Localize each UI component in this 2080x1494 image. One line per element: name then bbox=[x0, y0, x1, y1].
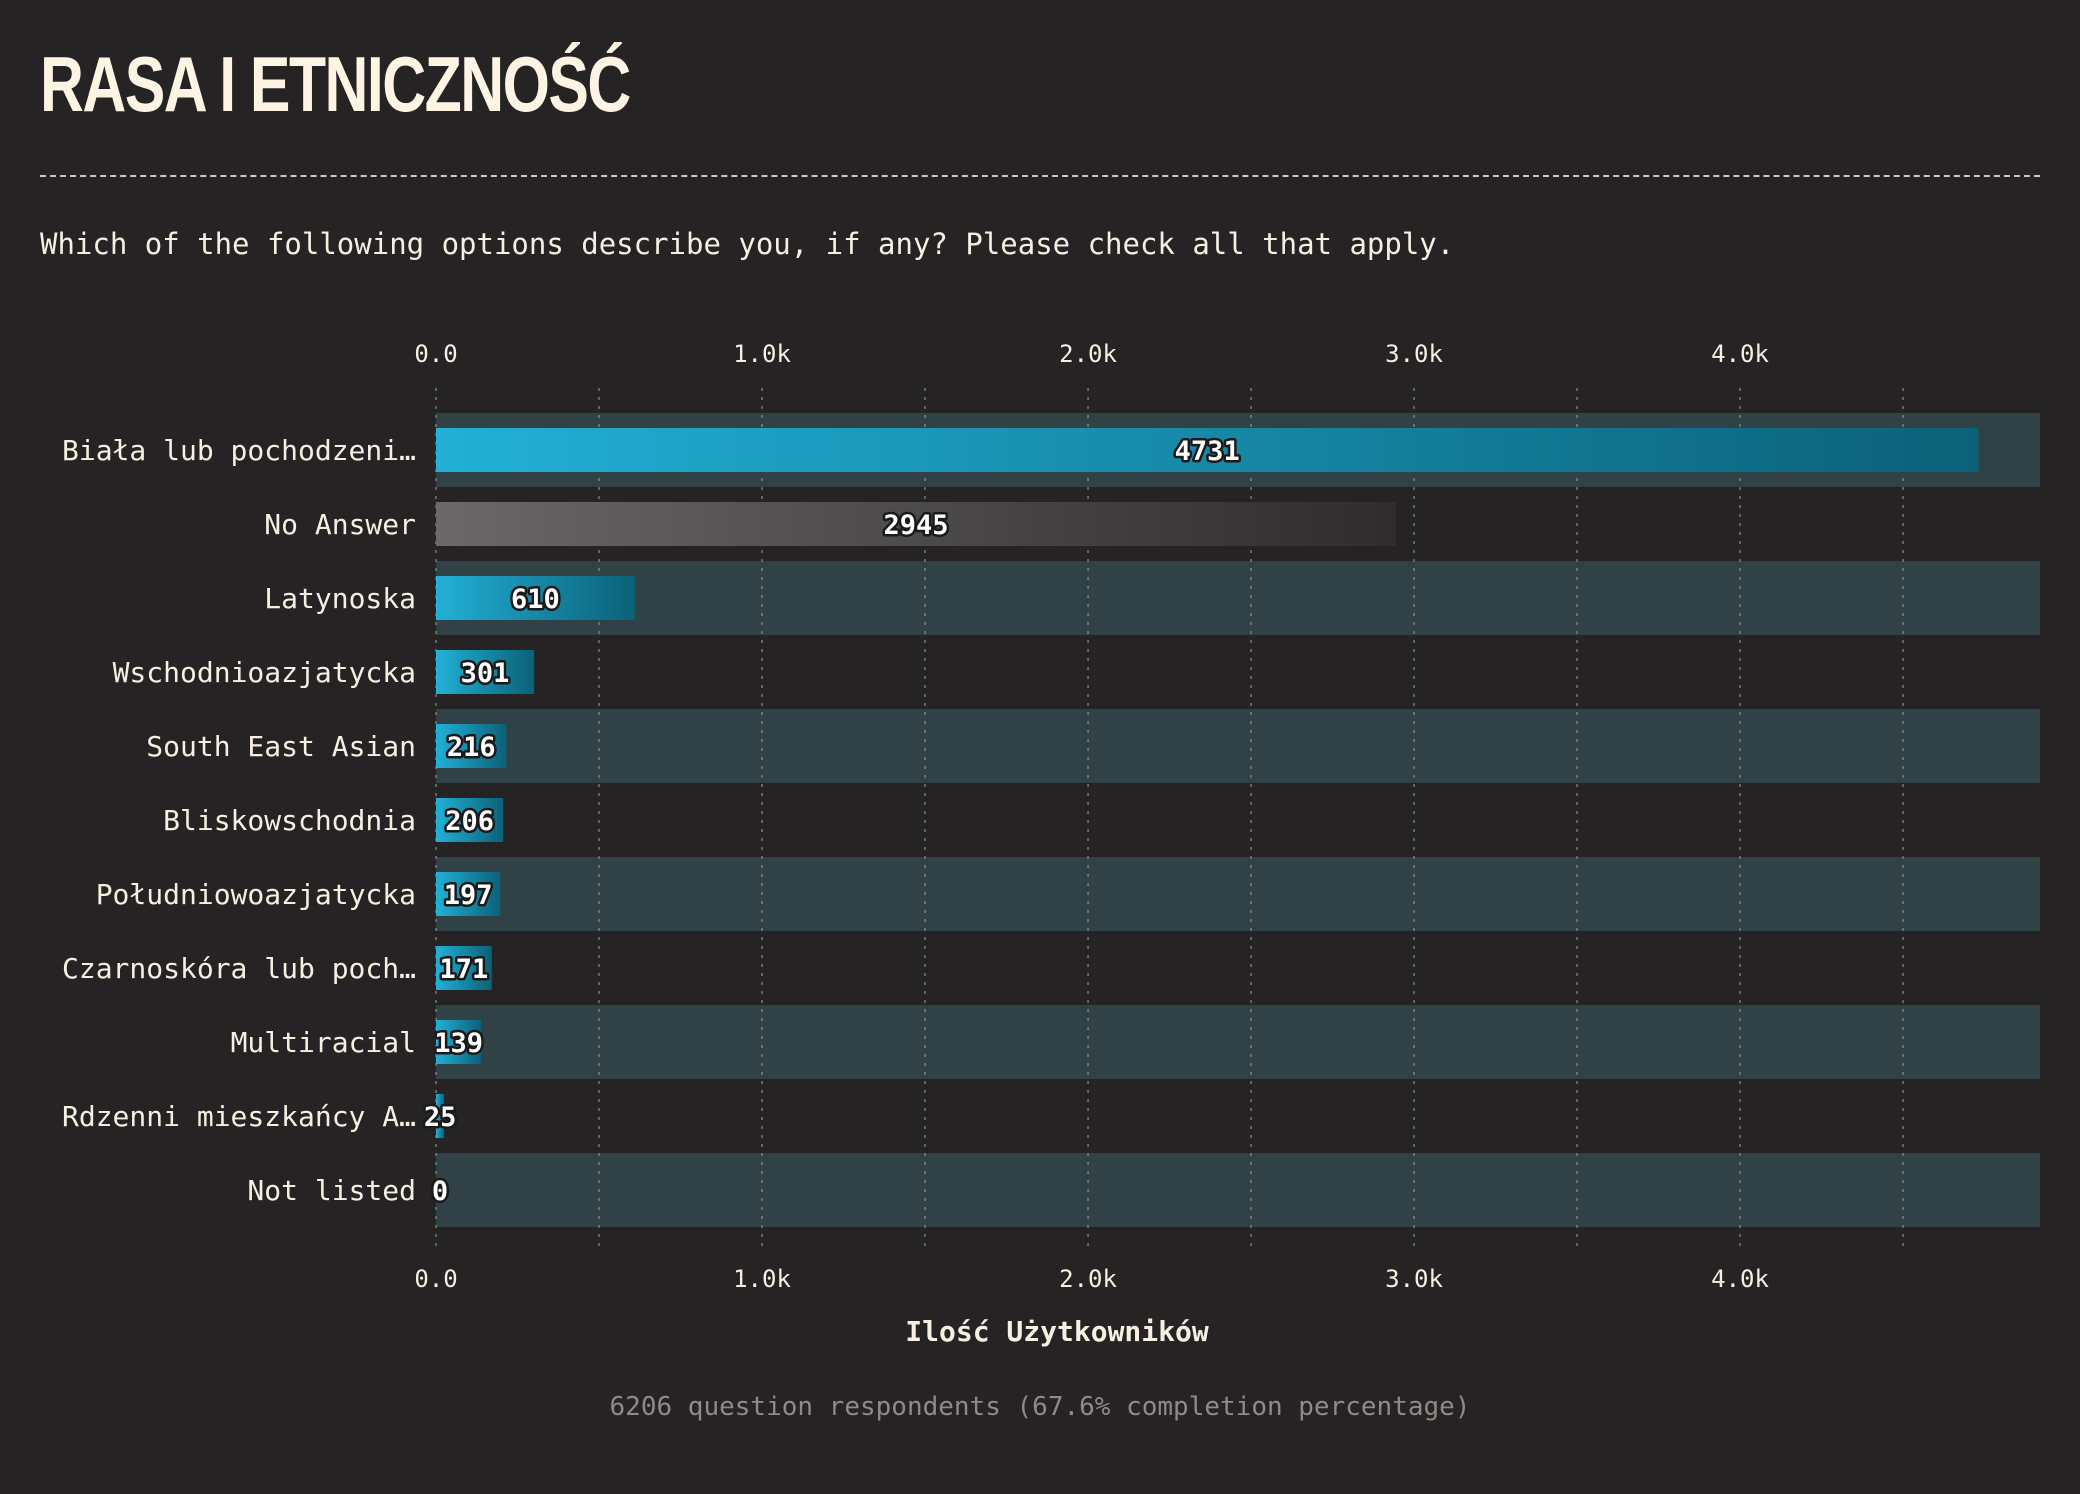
value-label: 0 bbox=[432, 1176, 448, 1207]
x-tick-label-bottom: 4.0k bbox=[1711, 1265, 1769, 1293]
bar bbox=[436, 650, 535, 694]
bar bbox=[436, 798, 504, 842]
row-bands bbox=[436, 413, 2040, 1227]
x-tick-label-top: 4.0k bbox=[1711, 340, 1769, 368]
category-label: South East Asian bbox=[146, 730, 416, 763]
bars bbox=[436, 428, 1979, 1138]
value-label: 197 bbox=[444, 880, 493, 911]
respondents-note: 6206 question respondents (67.6% complet… bbox=[609, 1392, 1471, 1422]
value-labels: 4731 2945 610 301 216 206 197 171 139 25 0 bbox=[421, 434, 1242, 1210]
row-band bbox=[436, 857, 2040, 931]
x-tick-label-bottom: 2.0k bbox=[1059, 1265, 1117, 1293]
value-label: 206 bbox=[445, 806, 494, 837]
row-band bbox=[436, 561, 2040, 635]
category-label: Not listed bbox=[247, 1174, 416, 1207]
bar bbox=[436, 946, 492, 990]
x-tick-label-top: 3.0k bbox=[1385, 340, 1443, 368]
row-band bbox=[436, 709, 2040, 783]
x-tick-label-bottom: 0.0 bbox=[414, 1265, 457, 1293]
bar bbox=[436, 428, 1979, 472]
value-label: 4731 bbox=[1175, 436, 1240, 467]
x-tick-label-top: 0.0 bbox=[414, 340, 457, 368]
category-label: Multiracial bbox=[231, 1026, 416, 1059]
bar bbox=[436, 502, 1397, 546]
category-label: Południowoazjatycka bbox=[96, 878, 416, 911]
title-divider bbox=[40, 175, 2040, 177]
category-label: Latynoska bbox=[264, 582, 416, 615]
x-axis-top: 0.0 1.0k 2.0k 3.0k 4.0k bbox=[414, 340, 1769, 368]
question-text: Which of the following options describe … bbox=[40, 227, 1455, 261]
x-axis-bottom: 0.0 1.0k 2.0k 3.0k 4.0k bbox=[414, 1265, 1769, 1293]
category-label: Rdzenni mieszkańcy A… bbox=[62, 1100, 416, 1133]
category-labels: Biała lub pochodzeni… No Answer Latynoska W… bbox=[62, 434, 416, 1207]
bar bbox=[436, 1094, 445, 1138]
value-label: 139 bbox=[434, 1028, 483, 1059]
value-label: 171 bbox=[439, 954, 488, 985]
category-label: Biała lub pochodzeni… bbox=[62, 434, 416, 467]
x-tick-label-top: 2.0k bbox=[1059, 340, 1117, 368]
value-label: 610 bbox=[511, 584, 560, 615]
x-tick-label-top: 1.0k bbox=[733, 340, 791, 368]
category-label: No Answer bbox=[264, 508, 416, 541]
bar bbox=[436, 576, 635, 620]
value-label: 216 bbox=[447, 732, 496, 763]
category-label: Bliskowschodnia bbox=[163, 804, 416, 837]
category-label: Wschodnioazjatycka bbox=[113, 656, 416, 689]
category-label: Czarnoskóra lub poch… bbox=[62, 952, 416, 985]
bar bbox=[436, 1020, 482, 1064]
value-label: 25 bbox=[424, 1102, 457, 1133]
bar bbox=[436, 872, 501, 916]
row-band bbox=[436, 1153, 2040, 1227]
x-tick-label-bottom: 3.0k bbox=[1385, 1265, 1443, 1293]
value-label: 2945 bbox=[884, 510, 949, 541]
value-label: 301 bbox=[461, 658, 510, 689]
x-tick-label-bottom: 1.0k bbox=[733, 1265, 791, 1293]
page-title: RASA I ETNICZNOŚĆ bbox=[40, 40, 631, 128]
row-band bbox=[436, 1005, 2040, 1079]
bar bbox=[436, 724, 507, 768]
x-axis-label: Ilość Użytkowników bbox=[905, 1315, 1209, 1348]
